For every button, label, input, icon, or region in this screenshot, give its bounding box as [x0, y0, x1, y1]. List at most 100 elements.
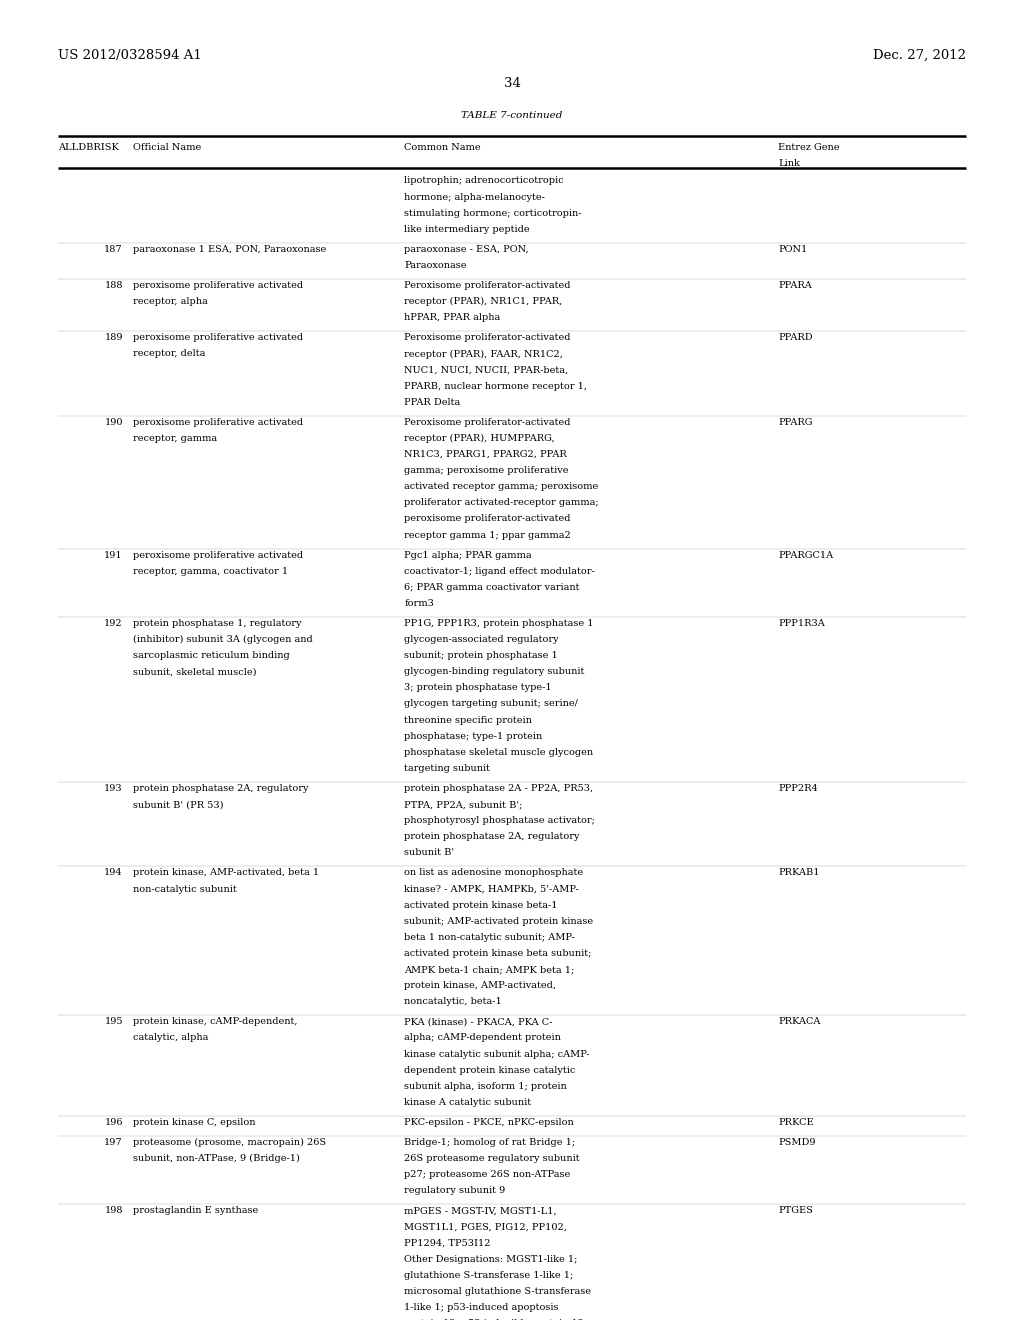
Text: kinase catalytic subunit alpha; cAMP-: kinase catalytic subunit alpha; cAMP-	[404, 1049, 590, 1059]
Text: PTGES: PTGES	[778, 1206, 813, 1216]
Text: protein kinase, AMP-activated, beta 1: protein kinase, AMP-activated, beta 1	[133, 869, 319, 878]
Text: receptor (PPAR), NR1C1, PPAR,: receptor (PPAR), NR1C1, PPAR,	[404, 297, 563, 306]
Text: mPGES - MGST-IV, MGST1-L1,: mPGES - MGST-IV, MGST1-L1,	[404, 1206, 557, 1216]
Text: dependent protein kinase catalytic: dependent protein kinase catalytic	[404, 1065, 575, 1074]
Text: protein phosphatase 2A - PP2A, PR53,: protein phosphatase 2A - PP2A, PR53,	[404, 784, 594, 793]
Text: p27; proteasome 26S non-ATPase: p27; proteasome 26S non-ATPase	[404, 1170, 570, 1179]
Text: Other Designations: MGST1-like 1;: Other Designations: MGST1-like 1;	[404, 1254, 578, 1263]
Text: Link: Link	[778, 158, 800, 168]
Text: 193: 193	[104, 784, 123, 793]
Text: receptor, gamma, coactivator 1: receptor, gamma, coactivator 1	[133, 566, 288, 576]
Text: phosphotyrosyl phosphatase activator;: phosphotyrosyl phosphatase activator;	[404, 816, 595, 825]
Text: glycogen targeting subunit; serine/: glycogen targeting subunit; serine/	[404, 700, 579, 709]
Text: beta 1 non-catalytic subunit; AMP-: beta 1 non-catalytic subunit; AMP-	[404, 933, 575, 942]
Text: MGST1L1, PGES, PIG12, PP102,: MGST1L1, PGES, PIG12, PP102,	[404, 1222, 567, 1232]
Text: protein kinase, cAMP-dependent,: protein kinase, cAMP-dependent,	[133, 1018, 298, 1027]
Text: targeting subunit: targeting subunit	[404, 764, 490, 774]
Text: coactivator-1; ligand effect modulator-: coactivator-1; ligand effect modulator-	[404, 566, 595, 576]
Text: protein kinase, AMP-activated,: protein kinase, AMP-activated,	[404, 981, 556, 990]
Text: PTPA, PP2A, subunit B';: PTPA, PP2A, subunit B';	[404, 800, 523, 809]
Text: Entrez Gene: Entrez Gene	[778, 143, 840, 152]
Text: 196: 196	[104, 1118, 123, 1127]
Text: peroxisome proliferative activated: peroxisome proliferative activated	[133, 550, 303, 560]
Text: NUC1, NUCI, NUCII, PPAR-beta,: NUC1, NUCI, NUCII, PPAR-beta,	[404, 366, 568, 375]
Text: PRKACA: PRKACA	[778, 1018, 820, 1027]
Text: 194: 194	[104, 869, 123, 878]
Text: PKC-epsilon - PKCE, nPKC-epsilon: PKC-epsilon - PKCE, nPKC-epsilon	[404, 1118, 574, 1127]
Text: protein phosphatase 2A, regulatory: protein phosphatase 2A, regulatory	[404, 832, 580, 841]
Text: TABLE 7-continued: TABLE 7-continued	[462, 111, 562, 120]
Text: 34: 34	[504, 77, 520, 90]
Text: paraoxonase - ESA, PON,: paraoxonase - ESA, PON,	[404, 244, 529, 253]
Text: PP1G, PPP1R3, protein phosphatase 1: PP1G, PPP1R3, protein phosphatase 1	[404, 619, 594, 628]
Text: microsomal glutathione S-transferase: microsomal glutathione S-transferase	[404, 1287, 592, 1296]
Text: Paraoxonase: Paraoxonase	[404, 261, 467, 271]
Text: Peroxisome proliferator-activated: Peroxisome proliferator-activated	[404, 281, 571, 290]
Text: 191: 191	[104, 550, 123, 560]
Text: PSMD9: PSMD9	[778, 1138, 816, 1147]
Text: activated protein kinase beta subunit;: activated protein kinase beta subunit;	[404, 949, 592, 958]
Text: Pgc1 alpha; PPAR gamma: Pgc1 alpha; PPAR gamma	[404, 550, 532, 560]
Text: receptor gamma 1; ppar gamma2: receptor gamma 1; ppar gamma2	[404, 531, 571, 540]
Text: subunit, skeletal muscle): subunit, skeletal muscle)	[133, 667, 257, 676]
Text: PPARA: PPARA	[778, 281, 812, 290]
Text: peroxisome proliferative activated: peroxisome proliferative activated	[133, 281, 303, 290]
Text: proliferator activated-receptor gamma;: proliferator activated-receptor gamma;	[404, 498, 599, 507]
Text: regulatory subunit 9: regulatory subunit 9	[404, 1187, 506, 1196]
Text: protein phosphatase 1, regulatory: protein phosphatase 1, regulatory	[133, 619, 302, 628]
Text: kinase? - AMPK, HAMPKb, 5'-AMP-: kinase? - AMPK, HAMPKb, 5'-AMP-	[404, 884, 580, 894]
Text: PPARGC1A: PPARGC1A	[778, 550, 834, 560]
Text: peroxisome proliferator-activated: peroxisome proliferator-activated	[404, 515, 571, 524]
Text: kinase A catalytic subunit: kinase A catalytic subunit	[404, 1098, 531, 1107]
Text: gamma; peroxisome proliferative: gamma; peroxisome proliferative	[404, 466, 569, 475]
Text: phosphatase skeletal muscle glycogen: phosphatase skeletal muscle glycogen	[404, 747, 594, 756]
Text: threonine specific protein: threonine specific protein	[404, 715, 532, 725]
Text: stimulating hormone; corticotropin-: stimulating hormone; corticotropin-	[404, 209, 582, 218]
Text: PPAR Delta: PPAR Delta	[404, 397, 461, 407]
Text: form3: form3	[404, 599, 434, 609]
Text: phosphatase; type-1 protein: phosphatase; type-1 protein	[404, 731, 543, 741]
Text: PPARD: PPARD	[778, 333, 813, 342]
Text: receptor (PPAR), FAAR, NR1C2,: receptor (PPAR), FAAR, NR1C2,	[404, 350, 563, 359]
Text: (inhibitor) subunit 3A (glycogen and: (inhibitor) subunit 3A (glycogen and	[133, 635, 313, 644]
Text: catalytic, alpha: catalytic, alpha	[133, 1034, 209, 1043]
Text: subunit, non-ATPase, 9 (Bridge-1): subunit, non-ATPase, 9 (Bridge-1)	[133, 1154, 300, 1163]
Text: activated protein kinase beta-1: activated protein kinase beta-1	[404, 900, 558, 909]
Text: AMPK beta-1 chain; AMPK beta 1;: AMPK beta-1 chain; AMPK beta 1;	[404, 965, 574, 974]
Text: hormone; alpha-melanocyte-: hormone; alpha-melanocyte-	[404, 193, 546, 202]
Text: 3; protein phosphatase type-1: 3; protein phosphatase type-1	[404, 684, 552, 693]
Text: receptor, gamma: receptor, gamma	[133, 434, 217, 444]
Text: Dec. 27, 2012: Dec. 27, 2012	[872, 49, 966, 62]
Text: 189: 189	[104, 333, 123, 342]
Text: 197: 197	[104, 1138, 123, 1147]
Text: glycogen-associated regulatory: glycogen-associated regulatory	[404, 635, 559, 644]
Text: sarcoplasmic reticulum binding: sarcoplasmic reticulum binding	[133, 651, 290, 660]
Text: peroxisome proliferative activated: peroxisome proliferative activated	[133, 333, 303, 342]
Text: Bridge-1; homolog of rat Bridge 1;: Bridge-1; homolog of rat Bridge 1;	[404, 1138, 575, 1147]
Text: US 2012/0328594 A1: US 2012/0328594 A1	[58, 49, 202, 62]
Text: noncatalytic, beta-1: noncatalytic, beta-1	[404, 998, 502, 1006]
Text: subunit; AMP-activated protein kinase: subunit; AMP-activated protein kinase	[404, 916, 594, 925]
Text: PPARG: PPARG	[778, 417, 813, 426]
Text: subunit alpha, isoform 1; protein: subunit alpha, isoform 1; protein	[404, 1081, 567, 1090]
Text: PRKCE: PRKCE	[778, 1118, 814, 1127]
Text: PP1294, TP53I12: PP1294, TP53I12	[404, 1238, 490, 1247]
Text: PPARB, nuclear hormone receptor 1,: PPARB, nuclear hormone receptor 1,	[404, 381, 588, 391]
Text: Peroxisome proliferator-activated: Peroxisome proliferator-activated	[404, 333, 571, 342]
Text: PPP2R4: PPP2R4	[778, 784, 818, 793]
Text: on list as adenosine monophosphate: on list as adenosine monophosphate	[404, 869, 584, 878]
Text: protein phosphatase 2A, regulatory: protein phosphatase 2A, regulatory	[133, 784, 308, 793]
Text: Official Name: Official Name	[133, 143, 202, 152]
Text: NR1C3, PPARG1, PPARG2, PPAR: NR1C3, PPARG1, PPARG2, PPAR	[404, 450, 567, 459]
Text: proteasome (prosome, macropain) 26S: proteasome (prosome, macropain) 26S	[133, 1138, 327, 1147]
Text: glycogen-binding regulatory subunit: glycogen-binding regulatory subunit	[404, 667, 585, 676]
Text: lipotrophin; adrenocorticotropic: lipotrophin; adrenocorticotropic	[404, 177, 564, 186]
Text: non-catalytic subunit: non-catalytic subunit	[133, 884, 237, 894]
Text: glutathione S-transferase 1-like 1;: glutathione S-transferase 1-like 1;	[404, 1271, 573, 1280]
Text: 190: 190	[104, 417, 123, 426]
Text: subunit B': subunit B'	[404, 849, 455, 858]
Text: PPP1R3A: PPP1R3A	[778, 619, 825, 628]
Text: Common Name: Common Name	[404, 143, 481, 152]
Text: receptor, delta: receptor, delta	[133, 350, 206, 359]
Text: PRKAB1: PRKAB1	[778, 869, 820, 878]
